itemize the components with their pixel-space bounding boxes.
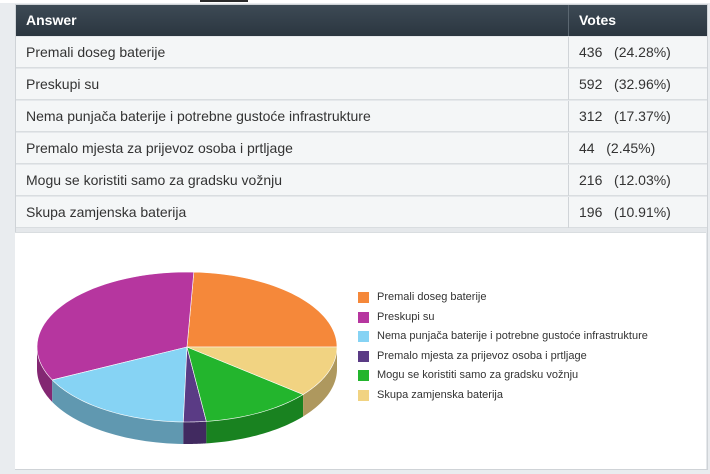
answer-column-header: Answer <box>26 12 77 28</box>
pie-slice-side <box>37 347 53 402</box>
votes-cell: 436 (24.28%) <box>579 37 671 68</box>
legend-label: Premali doseg baterije <box>377 291 487 303</box>
vote-count: 436 <box>579 44 603 60</box>
votes-cell: 312 (17.37%) <box>579 101 671 132</box>
pie-slice-side <box>206 394 304 444</box>
legend-swatch <box>358 389 369 401</box>
table-row: Preskupi su 592 (32.96%) <box>16 69 707 100</box>
table-row: Premali doseg baterije 436 (24.28%) <box>16 37 707 68</box>
pie-slice <box>36 271 195 381</box>
answer-cell: Preskupi su <box>26 76 100 92</box>
answer-cell: Premalo mjesta za prijevoz osoba i prtlj… <box>26 140 293 156</box>
vote-percent: (32.96%) <box>614 76 671 92</box>
pie-slice <box>183 346 207 423</box>
top-underline <box>200 0 248 2</box>
legend-label: Premalo mjesta za prijevoz osoba i prtlj… <box>377 349 587 362</box>
legend-swatch <box>358 292 369 303</box>
votes-cell: 216 (12.03%) <box>579 165 671 196</box>
legend-swatch <box>358 311 369 323</box>
votes-cell: 44 (2.45%) <box>579 133 655 164</box>
legend-swatch <box>358 370 369 381</box>
vote-percent: (12.03%) <box>614 172 671 188</box>
vote-count: 312 <box>579 108 603 124</box>
legend-label: Preskupi su <box>377 310 435 323</box>
answer-cell: Nema punjača baterije i potrebne gustoće… <box>26 108 371 124</box>
pie-slice <box>186 346 338 395</box>
answer-cell: Premali doseg baterije <box>26 44 166 60</box>
legend-label: Skupa zamjenska baterija <box>377 388 503 401</box>
pie-slice-side <box>183 421 207 444</box>
cell-divider <box>568 165 569 196</box>
table-row: Mogu se koristiti samo za gradsku vožnju… <box>16 165 707 196</box>
votes-cell: 592 (32.96%) <box>579 69 671 100</box>
legend-swatch <box>358 331 369 342</box>
header-divider <box>568 5 569 36</box>
legend-label: Mogu se koristiti samo za gradsku vožnju <box>377 369 579 381</box>
cell-divider <box>568 37 569 68</box>
legend-swatch <box>358 350 369 362</box>
table-row: Skupa zamjenska baterija 196 (10.91%) <box>16 197 707 228</box>
pie-slice <box>186 346 304 422</box>
cell-divider <box>568 101 569 132</box>
pie-slice-side <box>52 379 184 444</box>
vote-percent: (17.37%) <box>614 108 671 124</box>
answer-cell: Skupa zamjenska baterija <box>26 204 187 220</box>
vote-percent: (2.45%) <box>606 140 656 156</box>
answer-cell: Mogu se koristiti samo za gradsku vožnju <box>26 172 282 188</box>
legend-label: Nema punjača baterije i potrebne gustoće… <box>377 330 648 342</box>
pie-top <box>36 271 338 423</box>
table-header: Answer Votes <box>16 5 707 36</box>
vote-percent: (24.28%) <box>614 44 671 60</box>
cell-divider <box>568 69 569 100</box>
cell-divider <box>568 197 569 228</box>
vote-count: 44 <box>579 140 595 156</box>
table-row: Nema punjača baterije i potrebne gustoće… <box>16 101 707 132</box>
pie-slice <box>186 271 338 348</box>
top-strip <box>0 0 710 3</box>
table-row: Premalo mjesta za prijevoz osoba i prtlj… <box>16 133 707 164</box>
vote-count: 592 <box>579 76 603 92</box>
pie-slice <box>51 346 188 423</box>
votes-cell: 196 (10.91%) <box>579 197 671 228</box>
cell-divider <box>568 133 569 164</box>
vote-count: 196 <box>579 204 603 220</box>
vote-count: 216 <box>579 172 603 188</box>
vote-percent: (10.91%) <box>614 204 671 220</box>
votes-column-header: Votes <box>579 12 617 28</box>
